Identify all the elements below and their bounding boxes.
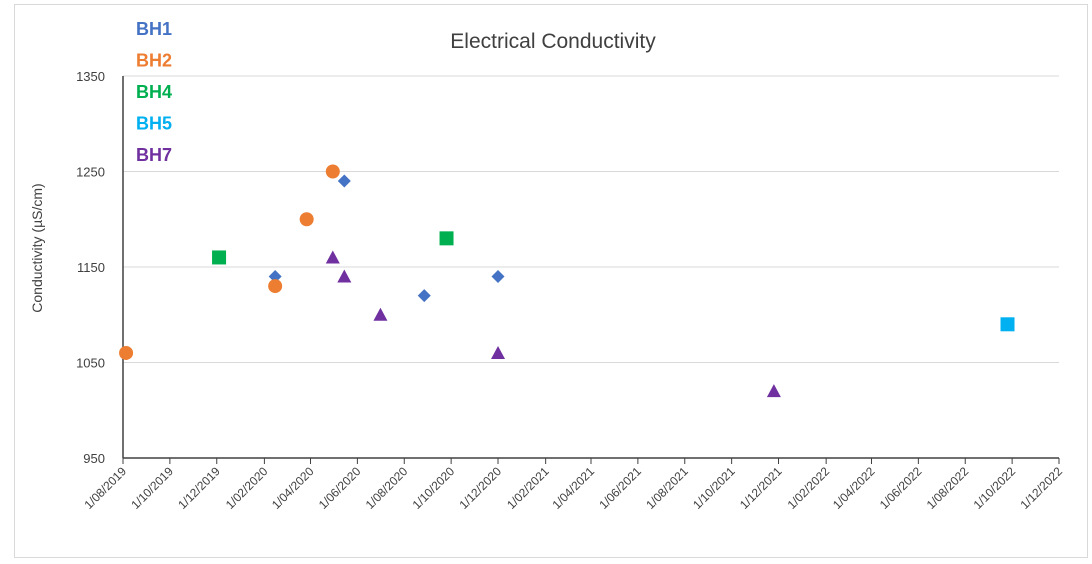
- legend-entry-bh4: BH4: [136, 82, 172, 102]
- data-point-bh1: [417, 289, 431, 303]
- x-tick-label: 1/10/2022: [971, 464, 1019, 512]
- legend-entry-bh7: BH7: [136, 145, 172, 165]
- chart-title: Electrical Conductivity: [450, 30, 656, 53]
- x-tick-label: 1/08/2019: [81, 464, 129, 512]
- data-point-bh2: [325, 164, 340, 179]
- x-tick-label: 1/10/2019: [128, 464, 176, 512]
- x-tick-label: 1/06/2021: [596, 464, 644, 512]
- x-tick-label: 1/04/2020: [269, 464, 317, 512]
- data-points: [119, 164, 1015, 398]
- y-axis-label: Conductivity (µS/cm): [29, 183, 45, 312]
- data-point-bh7: [373, 307, 388, 321]
- data-point-bh2: [119, 345, 134, 360]
- legend-entry-bh2: BH2: [136, 51, 172, 71]
- legend-entry-bh1: BH1: [136, 19, 172, 39]
- data-point-bh7: [491, 345, 506, 359]
- data-point-bh7: [766, 384, 781, 398]
- x-tick-label: 1/04/2021: [549, 464, 597, 512]
- x-tick-label: 1/08/2021: [643, 464, 691, 512]
- x-tick-label: 1/02/2022: [785, 464, 833, 512]
- x-tick-label: 1/08/2022: [924, 464, 972, 512]
- gridlines: [123, 75, 1059, 363]
- data-point-bh7: [325, 250, 340, 264]
- y-tick-label: 1350: [76, 69, 105, 84]
- data-point-bh5: [1000, 317, 1015, 332]
- y-tick-label: 1250: [76, 165, 105, 180]
- x-tick-label: 1/12/2021: [737, 464, 785, 512]
- data-point-bh1: [268, 270, 282, 284]
- x-tick-label: 1/08/2020: [363, 464, 411, 512]
- data-point-bh2: [268, 279, 283, 294]
- x-tick-label: 1/06/2022: [877, 464, 925, 512]
- x-tick-label: 1/04/2022: [830, 464, 878, 512]
- x-tick-label: 1/10/2021: [690, 464, 738, 512]
- chart-frame: [14, 4, 1088, 558]
- x-tick-labels: 1/08/2019 1/10/2019 1/12/2019 1/02/20201/04…: [81, 464, 1065, 512]
- data-point-bh1: [491, 270, 505, 284]
- data-point-bh4: [439, 231, 454, 246]
- data-point-bh4: [212, 250, 227, 265]
- y-tick-labels: 950 1050 1150 1250 1350: [76, 69, 105, 466]
- x-tick-label: 1/10/2020: [410, 464, 458, 512]
- y-tick-label: 1150: [77, 260, 105, 275]
- x-tick-label: 1/12/2022: [1017, 464, 1065, 512]
- x-tick-label: 1/06/2020: [316, 464, 364, 512]
- x-tick-label: 1/02/2020: [223, 464, 271, 512]
- data-point-bh2: [299, 212, 314, 227]
- x-tick-label: 1/12/2019: [175, 464, 223, 512]
- legend: BH1 BH2 BH4 BH5 BH7: [136, 19, 172, 165]
- y-tick-label: 950: [83, 451, 105, 466]
- x-tick-label: 1/02/2021: [504, 464, 552, 512]
- x-tick-label: 1/12/2020: [456, 464, 504, 512]
- data-point-bh7: [337, 269, 352, 283]
- data-point-bh1: [337, 174, 351, 188]
- y-tick-label: 1050: [76, 356, 105, 371]
- legend-entry-bh5: BH5: [136, 114, 172, 134]
- axes: [122, 76, 1060, 464]
